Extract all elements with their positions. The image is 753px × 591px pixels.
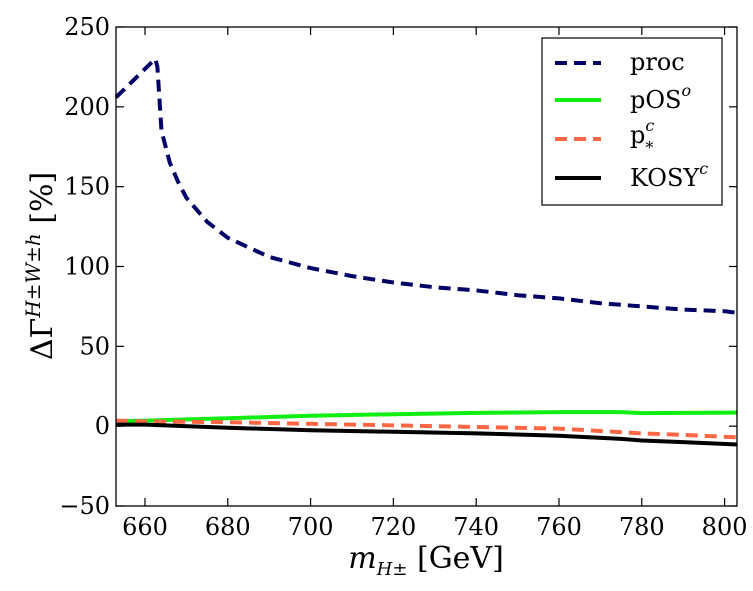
ticks-layer: 660 680 700 720 740 760 780 800 −50 0 50 100 150 200 2… [59, 13, 747, 541]
y-axis-label-sup: H±W±h [21, 233, 45, 318]
x-tick-label-2: 700 [288, 513, 334, 541]
y-tick-label-0: −50 [59, 492, 110, 520]
x-axis-label-unit: [GeV] [417, 541, 504, 576]
x-tick-label-1: 680 [205, 513, 251, 541]
y-tick-label-5: 200 [64, 93, 110, 121]
x-axis-label-main: m [348, 541, 376, 576]
series-line-1 [115, 410, 738, 424]
legend-label-pos: pOSo [630, 81, 691, 114]
legend-label-proc: proc [630, 48, 685, 76]
series-layer [114, 55, 738, 447]
x-tick-label-0: 660 [122, 513, 168, 541]
x-tick-label-5: 760 [536, 513, 582, 541]
x-tick-label-6: 780 [619, 513, 665, 541]
y-tick-label-4: 150 [64, 173, 110, 201]
y-axis-label: ΔΓH±W±h [%] [21, 172, 60, 360]
y-axis-label-main: ΔΓ [25, 318, 60, 360]
y-tick-label-1: 0 [95, 412, 110, 440]
y-tick-label-6: 250 [64, 13, 110, 41]
y-axis-label-unit: [%] [25, 172, 60, 224]
series-line-0 [114, 55, 738, 315]
y-tick-label-2: 50 [79, 332, 110, 360]
x-tick-label-7: 800 [702, 513, 748, 541]
y-tick-label-3: 100 [64, 253, 110, 281]
x-tick-label-4: 740 [453, 513, 499, 541]
series-line-3 [116, 422, 738, 447]
legend: proc pOSo pc * KOSYc [541, 37, 723, 206]
legend-label-pstar: pc * [630, 116, 654, 157]
legend-label-kosy: KOSYc [630, 159, 708, 192]
x-axis-label-sub: H± [376, 559, 408, 580]
x-tick-label-3: 720 [370, 513, 416, 541]
x-axis-label: mH± [GeV] [348, 541, 504, 580]
